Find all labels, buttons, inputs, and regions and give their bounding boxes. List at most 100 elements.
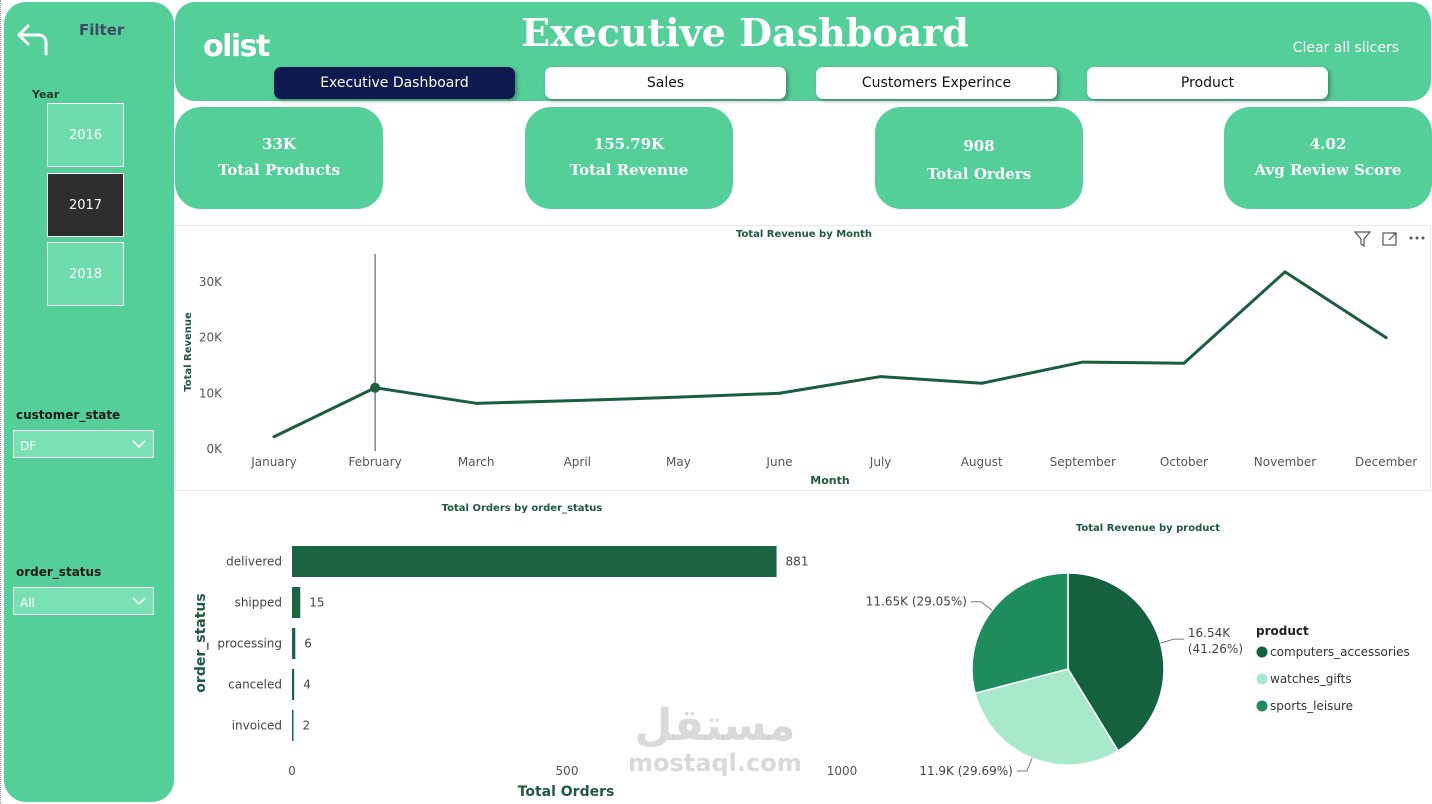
revenue-by-product-visual[interactable]: Total Revenue by product 16.54K (41.26%) 1… xyxy=(865,494,1431,804)
bar-shipped[interactable] xyxy=(292,587,301,618)
pie-leader-line xyxy=(970,601,993,611)
pie-leader-line xyxy=(1160,638,1184,644)
tab-executive-dashboard[interactable]: Executive Dashboard xyxy=(274,67,515,99)
line-chart-x-axis-label: Month xyxy=(810,474,849,487)
tab-product[interactable]: Product xyxy=(1087,67,1328,99)
kpi-total-orders: 908 Total Orders xyxy=(875,107,1083,209)
x-tick-label: April xyxy=(564,455,591,469)
bar-chart-y-axis-label: order_status xyxy=(193,593,209,692)
clear-slicers-button[interactable]: Clear all slicers xyxy=(1292,40,1399,56)
data-point-january[interactable] xyxy=(272,435,276,439)
customer-state-dropdown[interactable]: DF xyxy=(13,430,154,458)
chevron-down-icon xyxy=(132,597,146,606)
bar-category-label: shipped xyxy=(235,596,282,610)
data-point-march[interactable] xyxy=(474,401,478,405)
revenue-pie-chart: Total Revenue by product 16.54K (41.26%) 1… xyxy=(866,523,1410,778)
x-tick-label: 0 xyxy=(288,764,296,778)
bar-value-label: 15 xyxy=(309,596,324,610)
pie-slice-sports-leisure[interactable] xyxy=(971,572,1069,695)
data-point-june[interactable] xyxy=(778,391,781,395)
x-tick-label: February xyxy=(349,455,402,469)
page-title: Executive Dashboard xyxy=(521,10,969,55)
more-options-icon[interactable] xyxy=(1409,236,1425,240)
bar-category-label: processing xyxy=(217,637,282,651)
bar-processing[interactable] xyxy=(292,628,296,659)
y-tick-label: 10K xyxy=(199,386,223,400)
y-tick-label: 30K xyxy=(199,275,223,289)
legend-item-sports-leisure[interactable]: sports_leisure xyxy=(1270,699,1353,713)
bar-invoiced[interactable] xyxy=(292,710,294,741)
watermark-arabic: مستقل xyxy=(634,700,796,751)
year-slicer-label: Year xyxy=(32,88,60,101)
pie-slice-watches-gifts[interactable] xyxy=(974,668,1120,766)
kpi-label: Total Revenue xyxy=(569,161,689,179)
bar-value-label: 2 xyxy=(303,719,311,733)
x-tick-label: 500 xyxy=(556,764,579,778)
pie-data-label: 11.65K (29.05%) xyxy=(866,595,967,609)
kpi-value: 4.02 xyxy=(1309,135,1347,153)
line-chart-y-axis-label: Total Revenue xyxy=(183,312,194,392)
customer-state-label: customer_state xyxy=(16,408,121,422)
x-tick-label: August xyxy=(961,455,1003,469)
x-tick-label: June xyxy=(765,455,792,469)
order-status-dropdown[interactable]: All xyxy=(13,587,154,615)
kpi-value: 908 xyxy=(963,137,995,155)
filter-icon[interactable] xyxy=(1353,231,1372,248)
bar-value-label: 881 xyxy=(786,555,809,569)
data-point-august[interactable] xyxy=(980,381,984,385)
x-tick-label: May xyxy=(666,455,691,469)
pie-data-label-pct: (41.26%) xyxy=(1188,642,1243,656)
legend-swatch-watches-gifts xyxy=(1256,673,1268,685)
bar-value-label: 4 xyxy=(303,678,311,692)
year-tile-2016[interactable]: 2016 xyxy=(47,103,124,167)
legend-item-watches-gifts[interactable]: watches_gifts xyxy=(1270,672,1352,686)
kpi-label: Total Products xyxy=(217,161,341,179)
bar-category-label: delivered xyxy=(226,555,282,569)
y-tick-label: 20K xyxy=(199,331,223,345)
canvas-edge xyxy=(0,0,4,804)
tab-customers-experience[interactable]: Customers Experince xyxy=(816,67,1057,99)
pie-legend-title: product xyxy=(1256,624,1309,638)
data-point-july[interactable] xyxy=(879,375,883,379)
legend-swatch-computers-accessories xyxy=(1256,646,1268,658)
kpi-label: Total Orders xyxy=(926,165,1032,183)
pie-data-label: 16.54K xyxy=(1188,626,1231,640)
mostaql-watermark: مستقل mostaql.com xyxy=(628,700,802,777)
data-point-may[interactable] xyxy=(676,395,680,399)
line-chart-title: Total Revenue by Month xyxy=(736,229,872,240)
orders-by-status-visual[interactable]: Total Orders by order_status delivered 88… xyxy=(175,494,865,804)
kpi-value: 33K xyxy=(262,135,296,153)
pie-slice-computers-accessories[interactable] xyxy=(1067,572,1165,752)
x-tick-label: October xyxy=(1160,455,1208,469)
data-point-september[interactable] xyxy=(1081,360,1085,364)
revenue-by-month-visual[interactable]: Total Revenue by Month 0K 10K 20K 30K Janua… xyxy=(175,225,1431,491)
data-point-october[interactable] xyxy=(1182,361,1186,365)
bar-value-label: 6 xyxy=(304,637,312,651)
x-tick-label: 1000 xyxy=(827,764,858,778)
bar-delivered[interactable] xyxy=(292,546,777,577)
data-point-december[interactable] xyxy=(1384,336,1388,340)
data-point-november[interactable] xyxy=(1283,270,1287,274)
tab-sales[interactable]: Sales xyxy=(545,67,786,99)
x-tick-label: January xyxy=(250,455,297,469)
kpi-avg-review-score: 4.02 Avg Review Score xyxy=(1224,107,1432,209)
focus-mode-icon[interactable] xyxy=(1382,232,1397,246)
bar-canceled[interactable] xyxy=(292,669,295,700)
olist-logo: olist xyxy=(203,29,270,64)
x-tick-label: March xyxy=(458,455,495,469)
kpi-value: 155.79K xyxy=(593,135,665,153)
watermark-latin: mostaql.com xyxy=(628,749,802,777)
y-tick-label: 0K xyxy=(206,442,223,456)
revenue-line-chart: Total Revenue by Month 0K 10K 20K 30K Janua… xyxy=(183,229,1425,487)
filter-title: Filter xyxy=(79,21,125,39)
pie-chart-title: Total Revenue by product xyxy=(1076,523,1220,534)
kpi-label: Avg Review Score xyxy=(1254,161,1402,179)
year-tile-2018[interactable]: 2018 xyxy=(47,242,124,306)
legend-item-computers-accessories[interactable]: computers_accessories xyxy=(1270,645,1410,659)
data-point-april[interactable] xyxy=(575,399,579,403)
x-tick-label: November xyxy=(1254,455,1316,469)
year-tile-2017[interactable]: 2017 xyxy=(47,173,124,237)
kpi-total-revenue: 155.79K Total Revenue xyxy=(525,107,733,209)
data-point-february[interactable] xyxy=(370,382,381,393)
back-arrow-icon[interactable] xyxy=(14,22,54,58)
